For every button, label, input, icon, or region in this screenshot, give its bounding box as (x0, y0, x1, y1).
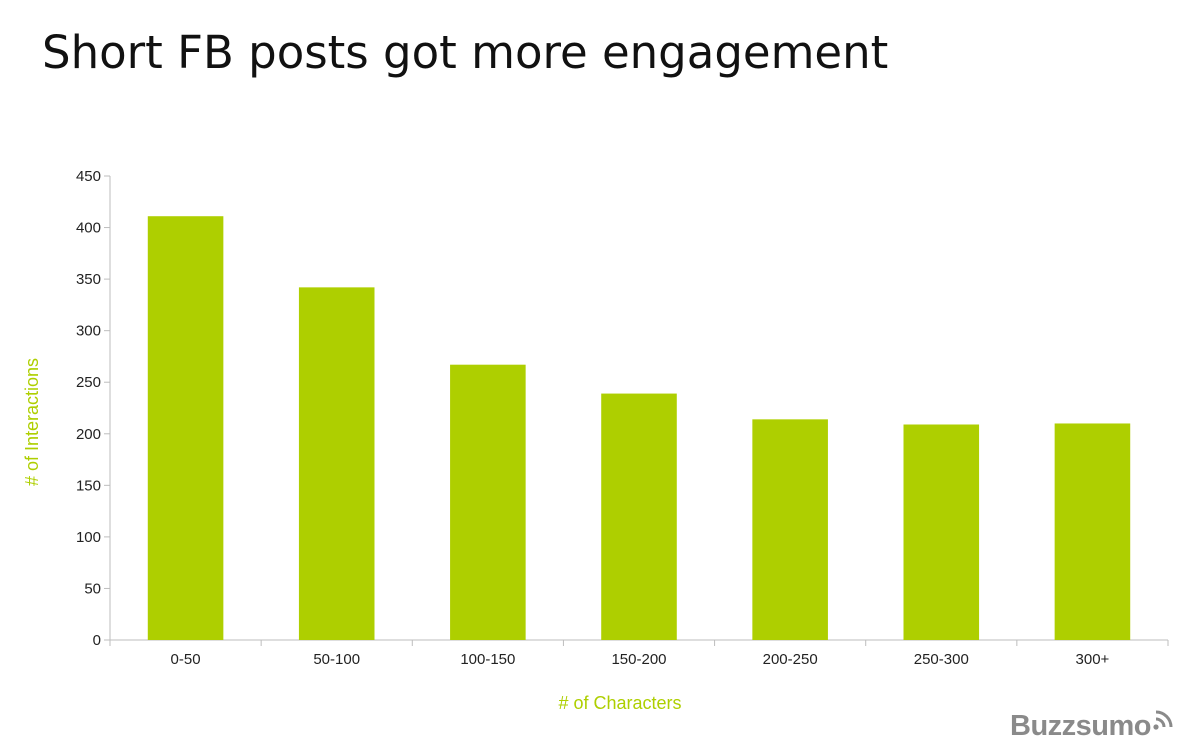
bar-0-50 (147, 216, 224, 641)
y-axis: 0 50 100 150 200 250 300 350 400 450 (76, 168, 111, 649)
y-tick-label: 250 (76, 374, 101, 391)
x-axis: 0-50 50-100 100-150 150-200 200-250 250-300 30… (109, 639, 1169, 668)
x-tick-label: 200-250 (763, 651, 818, 668)
y-tick-label: 150 (76, 477, 101, 494)
x-tick-label: 50-100 (313, 651, 360, 668)
y-tick-label: 350 (76, 271, 101, 288)
slide-title: Short FB posts got more engagement (42, 26, 889, 79)
bar-200-250 (752, 419, 828, 640)
y-tick-label: 400 (76, 220, 101, 237)
x-tick-label: 250-300 (914, 651, 969, 668)
x-tick-label: 300+ (1076, 651, 1110, 668)
wifi-waves-icon (1153, 710, 1173, 730)
brand-name: Buzzsumo (1010, 710, 1152, 742)
y-tick-label: 100 (76, 529, 101, 546)
y-tick-label: 0 (93, 632, 101, 649)
bar-100-150 (450, 364, 526, 640)
y-tick-label: 50 (84, 580, 101, 597)
bar-300+ (1054, 423, 1131, 640)
x-tick-label: 0-50 (171, 651, 201, 668)
x-tick-label: 100-150 (460, 651, 515, 668)
bar-250-300 (903, 424, 980, 640)
buzzsumo-logo: Buzzsumo (1010, 709, 1174, 741)
y-tick-label: 450 (76, 168, 101, 185)
x-tick-label: 150-200 (611, 651, 666, 668)
bar-50-100 (298, 287, 375, 640)
bar-series (147, 216, 1131, 641)
bar-150-200 (601, 393, 677, 640)
y-tick-label: 200 (76, 426, 101, 443)
y-axis-title: # of Interactions (22, 358, 42, 486)
y-tick-label: 300 (76, 323, 101, 340)
x-axis-title: # of Characters (558, 693, 681, 713)
